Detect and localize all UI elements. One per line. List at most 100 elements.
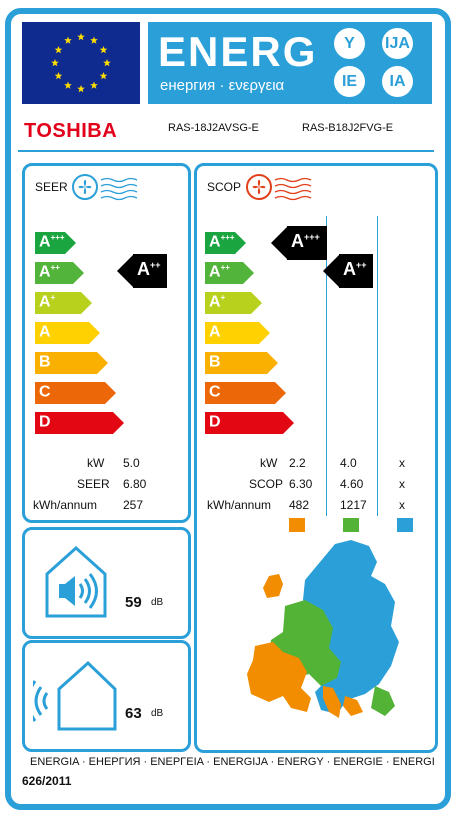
cooling-scale-plus: ++: [50, 263, 60, 272]
heating-panel: SCOP A+++ A++ A+ A B C D A+++ A++ kW SCOP kWh/…: [194, 163, 438, 753]
energy-banner: ENERG енергия · ενεργεια Y IJA IE IA: [148, 22, 432, 104]
fan-heat-icon: [245, 172, 323, 207]
heating-scale-tip: [283, 412, 294, 434]
seer-title: SEER: [35, 180, 68, 194]
cooling-scale-class: A: [39, 233, 51, 251]
zone-warmer-swatch: [289, 518, 305, 532]
outdoor-noise-value: 63: [125, 705, 142, 722]
eu-star-icon: [77, 33, 85, 41]
header: ENERG енергия · ενεργεια Y IJA IE IA: [22, 22, 432, 106]
indoor-noise-unit: dB: [151, 597, 164, 608]
eu-star-icon: [90, 81, 98, 89]
cooling-scale-class: A: [39, 293, 51, 311]
scop-title: SCOP: [207, 180, 242, 194]
cooling-scale-tip: [81, 292, 92, 314]
heating-scale-bar: [205, 232, 235, 254]
eu-star-icon: [77, 85, 85, 93]
cooling-scale-tip: [105, 382, 116, 404]
cooling-scale-label: C: [39, 383, 51, 401]
zone-average-swatch: [343, 518, 359, 532]
brand-name: TOSHIBA: [24, 120, 118, 142]
cooling-scale-tip: [89, 322, 100, 344]
heating-scale-class: D: [209, 413, 221, 431]
cooling-scale-class: A: [39, 323, 51, 341]
heating-scale-label: A+++: [209, 233, 235, 251]
heating-scale-tip: [267, 352, 278, 374]
heating-scale-class: A: [209, 233, 221, 251]
cooling-scale-class: A: [39, 263, 51, 281]
heating-scale-label: D: [209, 413, 221, 431]
cooling-scale-bar: [35, 412, 113, 434]
heating-col3-scop: x: [399, 477, 405, 491]
cooling-rating-class: A: [137, 259, 150, 279]
cooling-scale-label: A+: [39, 293, 55, 311]
column-divider-2: [377, 216, 378, 516]
heating-scale-tip: [235, 232, 246, 254]
cooling-scale-bar: [35, 292, 81, 314]
heating-scale-label: C: [209, 383, 221, 401]
cooling-scale-bar: [35, 322, 89, 344]
heating-rating-1-plus: +++: [304, 232, 320, 242]
cooling-panel: SEER A+++ A++ A+ A B C D A++ kW 5.0 SEER 6.80 …: [22, 163, 191, 523]
noise-outdoor-panel: 63 dB: [22, 640, 191, 752]
cooling-scale-bar: [35, 352, 97, 374]
heating-scale-tip: [275, 382, 286, 404]
cooling-label-seer: SEER: [77, 477, 110, 491]
column-divider-1: [326, 216, 327, 516]
cooling-scale-plus: +: [50, 293, 56, 302]
cooling-value-kwh: 257: [123, 498, 144, 512]
eu-star-icon: [99, 72, 108, 80]
energia-languages: ENERGIA · ЕНЕРГИЯ · ΕΝΕΡΓΕΙΑ · ENERGIJA …: [30, 756, 435, 768]
cooling-scale-bar: [35, 262, 73, 284]
heating-rating-2-class: A: [343, 259, 356, 279]
zone-colder-swatch: [397, 518, 413, 532]
heating-label-scop: SCOP: [249, 477, 284, 491]
heating-scale-tip: [251, 292, 262, 314]
heating-rating-arrow-1: A+++: [271, 226, 327, 260]
energy-word: ENERG: [158, 28, 318, 75]
cooling-scale-class: B: [39, 353, 51, 371]
cooling-scale-label: B: [39, 353, 51, 371]
cooling-scale-plus: +++: [50, 233, 65, 242]
europe-climate-map-icon: [225, 536, 425, 741]
eu-star-icon: [90, 36, 98, 44]
heating-scale-plus: +++: [220, 233, 235, 242]
cooling-scale-label: A++: [39, 263, 60, 281]
heating-scale-bar: [205, 292, 251, 314]
cooling-scale-class: C: [39, 383, 51, 401]
heating-scale-class: A: [209, 323, 221, 341]
eu-star-icon: [64, 36, 72, 44]
regulation-number: 626/2011: [22, 774, 72, 788]
cooling-scale-label: A+++: [39, 233, 65, 251]
cooling-scale-class: D: [39, 413, 51, 431]
heating-scale-bar: [205, 262, 243, 284]
eu-star-icon: [99, 46, 108, 54]
noise-indoor-panel: 59 dB: [22, 527, 191, 639]
heating-scale-bar: [205, 412, 283, 434]
cooling-label-kwh: kWh/annum: [33, 498, 98, 512]
heating-col3-kw: x: [399, 456, 405, 470]
eu-flag-icon: [22, 22, 140, 104]
outdoor-noise-unit: dB: [151, 708, 164, 719]
heating-scale-bar: [205, 382, 275, 404]
heating-scale-plus: +: [220, 293, 226, 302]
heating-scale-label: A++: [209, 263, 230, 281]
heating-scale-class: A: [209, 263, 221, 281]
heating-col1-kw: 2.2: [289, 456, 306, 470]
heating-col3-kwh: x: [399, 498, 405, 512]
cooling-scale-label: D: [39, 413, 51, 431]
header-divider: [18, 150, 434, 152]
fan-cold-icon: [71, 172, 149, 207]
heating-col2-scop: 4.60: [340, 477, 364, 491]
heating-scale-plus: ++: [220, 263, 230, 272]
heating-col1-scop: 6.30: [289, 477, 313, 491]
lang-suffix-ija: IJA: [382, 28, 413, 59]
energy-subtitle: енергия · ενεργεια: [160, 77, 285, 94]
indoor-noise-value: 59: [125, 594, 142, 611]
heating-scale-tip: [259, 322, 270, 344]
heating-col2-kwh: 1217: [340, 498, 367, 512]
cooling-scale-tip: [97, 352, 108, 374]
heating-rating-1-class: A: [291, 231, 304, 251]
eu-star-icon: [51, 59, 59, 67]
indoor-speaker-house-icon: [43, 544, 109, 625]
